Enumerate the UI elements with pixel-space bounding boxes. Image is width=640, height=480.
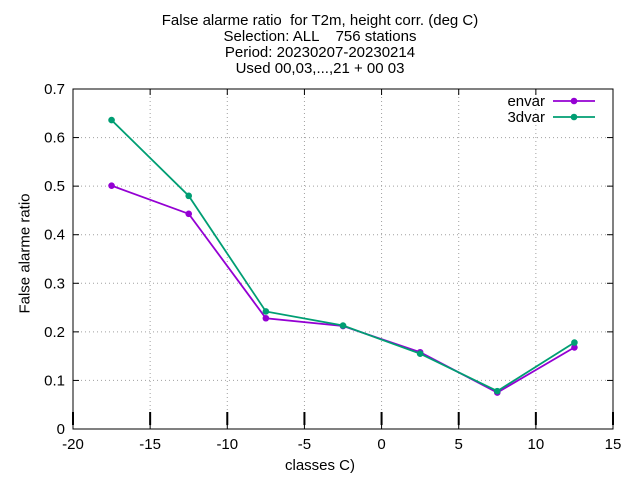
- x-tick-label: -5: [298, 436, 311, 453]
- data-point-3dvar: [185, 192, 193, 200]
- data-point-envar: [108, 182, 115, 189]
- y-tick-label: 0.1: [44, 372, 65, 389]
- title-line-2: Selection: ALL 756 stations: [223, 28, 417, 45]
- x-tick-label: 0: [377, 436, 385, 453]
- title-line-1: False alarme ratio for T2m, height corr.…: [161, 12, 479, 29]
- plot-frame: [72, 88, 614, 430]
- data-point-3dvar: [262, 308, 270, 315]
- data-point-3dvar: [108, 116, 115, 124]
- y-tick-label: 0.3: [44, 275, 65, 292]
- legend-marker-envar: [570, 97, 578, 105]
- x-tick-label: -20: [62, 436, 84, 453]
- series-line-envar: [111, 184, 575, 394]
- y-tick-label: 0.5: [44, 178, 65, 195]
- data-point-3dvar: [339, 322, 347, 329]
- legend-label-3dvar: 3dvar: [507, 109, 545, 126]
- x-tick-label: 5: [455, 436, 463, 453]
- x-tick-label: -10: [216, 436, 238, 453]
- y-tick-label: 0.7: [44, 81, 65, 98]
- x-axis-label: classes C): [284, 457, 355, 474]
- data-point-envar: [185, 210, 193, 218]
- y-axis-label: False alarme ratio: [16, 193, 34, 314]
- title-line-4: Used 00,03,...,21 + 00 03: [235, 60, 405, 77]
- y-tick-label: 0.6: [44, 130, 65, 147]
- y-tick-label: 0.4: [44, 227, 65, 244]
- legend-marker-3dvar: [570, 113, 578, 121]
- data-point-envar: [262, 314, 270, 322]
- series-line-3dvar: [110, 119, 575, 393]
- y-tick-label: 0.2: [44, 324, 65, 341]
- data-point-3dvar: [571, 339, 578, 346]
- data-point-3dvar: [493, 387, 501, 395]
- title-line-3: Period: 20230207-20230214: [224, 44, 416, 61]
- data-point-envar: [571, 344, 578, 351]
- x-tick-label: 10: [528, 436, 545, 453]
- y-tick-label: 0: [57, 421, 65, 438]
- x-tick-label: -15: [139, 436, 161, 453]
- data-point-3dvar: [416, 350, 424, 358]
- x-tick-label: 15: [605, 436, 622, 453]
- legend-label-envar: envar: [507, 93, 545, 110]
